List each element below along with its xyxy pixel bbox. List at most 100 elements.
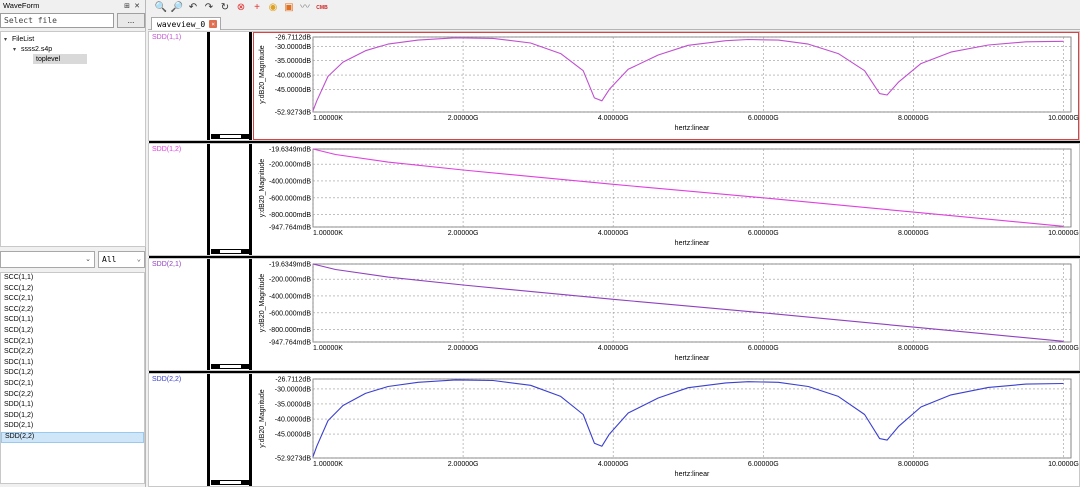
delete-icon[interactable]: ⊗ xyxy=(236,2,246,13)
signal-list-item[interactable]: SDD(1,1) xyxy=(4,401,34,409)
horizontal-scrollbar[interactable] xyxy=(211,364,251,369)
tree-item-filelist[interactable]: ▾ FileList xyxy=(4,34,34,44)
waveform-plot[interactable]: 1.00000K 2.00000G 4.00000G 6.00000G 8.00000G… xyxy=(253,259,1079,370)
horizontal-scrollbar[interactable] xyxy=(211,134,251,139)
y-tick-label: -35.0000dB xyxy=(275,401,312,408)
zoom-out-icon[interactable]: 🔎 xyxy=(170,2,184,13)
zoom-in-icon[interactable]: 🔍 xyxy=(154,2,168,13)
panel-titlebar: WaveForm ⊞ ✕ xyxy=(0,0,145,11)
chevron-down-icon[interactable]: ▾ xyxy=(4,36,8,43)
x-tick-label: 6.00000G xyxy=(748,115,779,122)
x-tick-label: 4.00000G xyxy=(598,115,629,122)
signal-label: SDD(1,1) xyxy=(152,34,182,41)
signal-label: SDD(1,2) xyxy=(152,146,182,153)
series-line xyxy=(312,263,1064,342)
add-marker-icon[interactable]: + xyxy=(254,2,260,13)
waveform-pane[interactable]: SDD(2,2) 1.00000K 2.00000G 4.00000G 6.00000G… xyxy=(148,373,1080,487)
chevron-down-icon[interactable]: ▾ xyxy=(13,46,17,53)
y-tick-label: -26.7112dB xyxy=(275,35,311,42)
marker-icon[interactable]: ◉ xyxy=(268,2,278,13)
undo-icon[interactable]: ↶ xyxy=(188,2,198,13)
waveform-plot[interactable]: 1.00000K 2.00000G 4.00000G 6.00000G 8.00000G… xyxy=(253,374,1079,486)
x-tick-label: 4.00000G xyxy=(598,345,629,352)
redo-icon[interactable]: ↷ xyxy=(204,2,214,13)
x-tick-label: 6.00000G xyxy=(748,230,779,237)
y-tick-label: -19.6349mdB xyxy=(269,147,311,154)
signal-list-item[interactable]: SDD(2,1) xyxy=(4,422,34,430)
signal-list: SCC(1,1) SCC(1,2) SCC(2,1) SCC(2,2) SCD(1,1)… xyxy=(0,272,145,484)
waveform-pane[interactable]: SDD(2,1) 1.00000K 2.00000G 4.00000G 6.00000G… xyxy=(148,258,1080,375)
y-tick-label: -200.000mdB xyxy=(269,162,311,169)
y-tick-label: -30.0000dB xyxy=(275,44,312,51)
tab-waveview[interactable]: waveview_0 × xyxy=(151,17,222,30)
x-tick-label: 8.00000G xyxy=(898,461,929,468)
waveform-pane[interactable]: SDD(1,1) 1.00000K 2.00000G 4.00000G 6.00000G… xyxy=(148,31,1080,145)
x-tick-label: 10.0000G xyxy=(1048,115,1079,122)
x-tick-label: 8.00000G xyxy=(898,345,929,352)
tree-item-file[interactable]: ▾ ssss2.s4p xyxy=(13,44,52,54)
signal-list-item[interactable]: SCC(2,2) xyxy=(4,305,34,313)
y-tick-label: -400.000mdB xyxy=(269,178,311,185)
signal-list-item[interactable]: SCD(2,1) xyxy=(4,337,34,345)
waveview-toolbar: 🔍 🔎 ↶ ↷ ↻ ⊗ + ◉ ▣ 〰 CMB xyxy=(148,0,1080,16)
browse-button[interactable]: ... xyxy=(117,13,145,28)
horizontal-scrollbar[interactable] xyxy=(211,249,251,254)
y-tick-label: -40.0000dB xyxy=(275,417,312,424)
y-tick-label: -600.000mdB xyxy=(269,310,311,317)
signal-list-item[interactable]: SCD(1,2) xyxy=(4,326,34,334)
close-panel-icon[interactable]: ✕ xyxy=(134,2,140,10)
waveform-icon[interactable]: 〰 xyxy=(300,2,310,13)
plot-frame xyxy=(312,148,1072,228)
horizontal-scrollbar[interactable] xyxy=(211,480,251,485)
signal-list-item[interactable]: SDC(1,1) xyxy=(4,358,34,366)
y-tick-label: -30.0000dB xyxy=(275,386,312,393)
x-tick-label: 4.00000G xyxy=(598,230,629,237)
signal-list-item[interactable]: SDD(1,2) xyxy=(4,411,34,419)
column-separator xyxy=(249,144,252,255)
y-axis-label: y:dB20_Magnitude xyxy=(259,159,266,217)
signal-list-item[interactable]: SDC(1,2) xyxy=(4,369,34,377)
tab-strip: waveview_0 × xyxy=(148,16,1080,30)
signal-list-item[interactable]: SCD(2,2) xyxy=(4,348,34,356)
file-tree: ▾ FileList ▾ ssss2.s4p toplevel xyxy=(0,31,146,247)
signal-list-item[interactable]: SDD(2,2) xyxy=(1,431,144,443)
dropdown-value: All xyxy=(102,255,117,264)
signal-list-item[interactable]: SCC(1,1) xyxy=(4,274,34,281)
signal-type-dropdown[interactable]: ⌄ xyxy=(0,251,95,268)
y-tick-label: -947.764mdB xyxy=(269,225,311,232)
tree-item-toplevel[interactable]: toplevel xyxy=(33,54,87,64)
x-axis-label: hertz:linear xyxy=(675,125,710,132)
close-tab-icon[interactable]: × xyxy=(209,20,218,28)
plot-frame xyxy=(312,36,1072,113)
waveform-plot[interactable]: 1.00000K 2.00000G 4.00000G 6.00000G 8.00000G… xyxy=(253,32,1079,140)
x-axis-label: hertz:linear xyxy=(675,355,710,362)
signal-list-item[interactable]: SCC(2,1) xyxy=(4,295,34,303)
tab-label: waveview_0 xyxy=(157,19,206,29)
signal-list-item[interactable]: SCD(1,1) xyxy=(4,316,34,324)
series-line xyxy=(312,379,1064,457)
chevron-down-icon: ⌄ xyxy=(85,256,91,263)
y-tick-label: -200.000mdB xyxy=(269,277,311,284)
select-file-input[interactable] xyxy=(0,13,114,28)
y-tick-label: -800.000mdB xyxy=(269,212,311,219)
column-separator xyxy=(207,144,210,255)
chevron-down-icon: ⌄ xyxy=(136,255,141,263)
y-tick-label: -600.000mdB xyxy=(269,195,311,202)
cmb-icon[interactable]: CMB xyxy=(316,4,328,11)
waveform-pane[interactable]: SDD(1,2) 1.00000K 2.00000G 4.00000G 6.00000G… xyxy=(148,143,1080,260)
column-separator xyxy=(249,374,252,486)
refresh-icon[interactable]: ↻ xyxy=(220,2,230,13)
x-tick-label: 2.00000G xyxy=(448,230,479,237)
waveform-plot[interactable]: 1.00000K 2.00000G 4.00000G 6.00000G 8.00000G… xyxy=(253,144,1079,255)
signal-list-item[interactable]: SCC(1,2) xyxy=(4,284,34,292)
float-panel-icon[interactable]: ⊞ xyxy=(124,2,130,10)
signal-list-item[interactable]: SDC(2,1) xyxy=(4,379,34,387)
x-axis-label: hertz:linear xyxy=(675,240,710,247)
settings-icon[interactable]: ▣ xyxy=(284,2,294,13)
x-tick-label: 10.0000G xyxy=(1048,230,1079,237)
y-tick-label: -45.0000dB xyxy=(275,87,312,94)
signal-list-item[interactable]: SDC(2,2) xyxy=(4,390,34,398)
scope-dropdown[interactable]: All ⌄ xyxy=(98,251,145,268)
y-tick-label: -800.000mdB xyxy=(269,327,311,334)
signal-label: SDD(2,1) xyxy=(152,261,182,268)
